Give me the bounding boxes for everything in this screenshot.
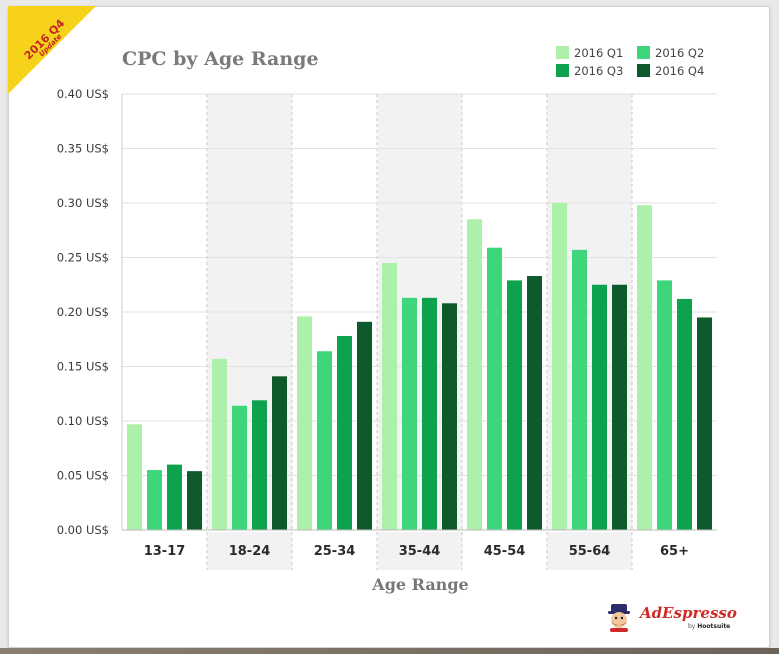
bar [677, 298, 692, 530]
category-label-band [547, 532, 632, 570]
bar [337, 335, 352, 530]
x-tick-label: 25-34 [314, 544, 356, 559]
legend-label: 2016 Q2 [655, 46, 704, 60]
legend-label: 2016 Q3 [574, 64, 623, 78]
brand-byline: by Hootsuite [688, 623, 730, 630]
bar [212, 358, 227, 530]
bar [487, 247, 502, 530]
bar [527, 276, 542, 530]
brand-logo: AdEspresso by Hootsuite [604, 601, 744, 635]
bar [572, 249, 587, 530]
y-tick-label: 0.05 US$ [57, 469, 109, 483]
window-bottom-edge [0, 648, 779, 654]
bar [272, 376, 287, 530]
bar [382, 262, 397, 530]
x-tick-label: 65+ [660, 544, 689, 559]
bar [697, 317, 712, 530]
bar [442, 303, 457, 530]
legend-swatch [637, 64, 650, 77]
bar [252, 400, 267, 530]
y-tick-label: 0.40 US$ [57, 87, 109, 101]
chart-title: CPC by Age Range [122, 48, 319, 70]
brand-by: by [688, 623, 696, 630]
x-tick-label: 35-44 [399, 544, 441, 559]
bar [297, 316, 312, 530]
bar [357, 321, 372, 530]
bar [657, 280, 672, 530]
brand-name: AdEspresso [640, 604, 737, 622]
y-tick-label: 0.15 US$ [57, 360, 109, 374]
x-tick-label: 45-54 [484, 544, 526, 559]
legend-label: 2016 Q1 [574, 46, 623, 60]
bar [127, 424, 142, 530]
bar [637, 205, 652, 530]
x-tick-label: 18-24 [229, 544, 271, 559]
legend-label: 2016 Q4 [655, 64, 704, 78]
x-tick-label: 55-64 [569, 544, 611, 559]
category-label-band [207, 532, 292, 570]
x-axis-title: Age Range [371, 575, 468, 594]
bar [422, 297, 437, 530]
bar [467, 219, 482, 530]
y-tick-label: 0.30 US$ [57, 196, 109, 210]
bar [552, 203, 567, 530]
bar [507, 280, 522, 530]
category-label-band [377, 532, 462, 570]
bar [612, 284, 627, 530]
update-badge [8, 6, 96, 94]
bar [147, 470, 162, 530]
legend-swatch [556, 46, 569, 59]
y-tick-label: 0.35 US$ [57, 142, 109, 156]
y-tick-label: 0.10 US$ [57, 414, 109, 428]
bar [317, 351, 332, 530]
brand-parent: Hootsuite [697, 623, 731, 630]
mascot-icon [608, 604, 630, 632]
legend-swatch [637, 46, 650, 59]
y-tick-label: 0.00 US$ [57, 523, 109, 537]
bar [592, 284, 607, 530]
bar [187, 471, 202, 530]
bar [402, 297, 417, 530]
bar [167, 464, 182, 530]
y-tick-label: 0.25 US$ [57, 251, 109, 265]
x-tick-label: 13-17 [144, 544, 186, 559]
bar [232, 405, 247, 530]
y-tick-label: 0.20 US$ [57, 305, 109, 319]
legend-swatch [556, 64, 569, 77]
